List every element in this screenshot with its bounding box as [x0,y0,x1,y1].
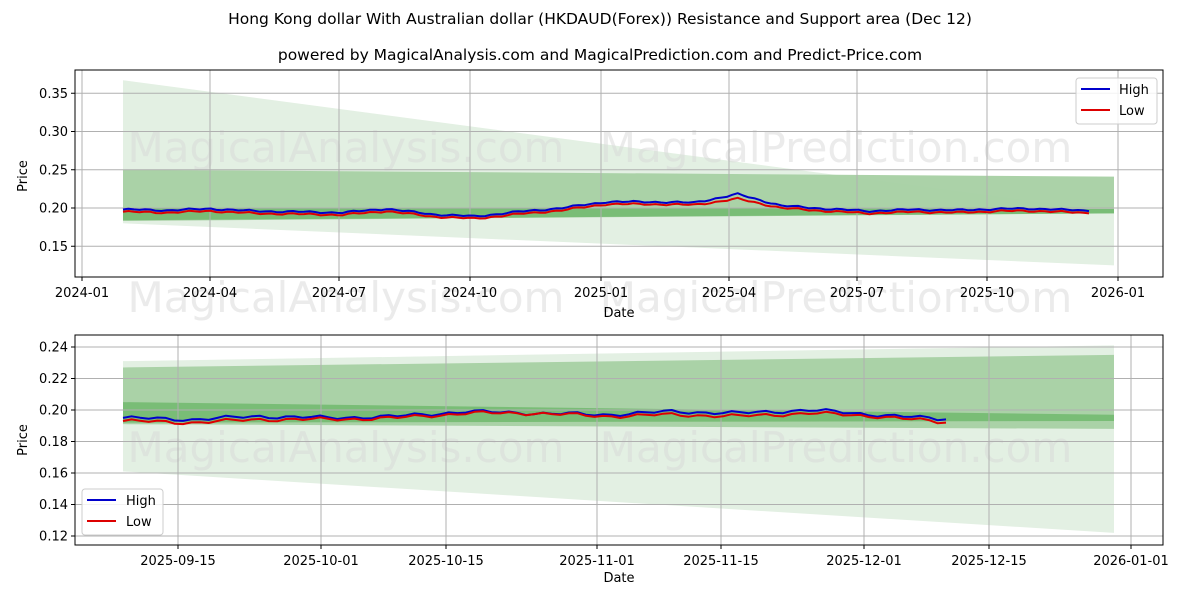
y-tick-label: 0.12 [39,530,68,545]
x-tick-label: 2025-12-01 [826,554,902,569]
x-tick-label: 2025-04 [702,286,756,301]
y-tick-label: 0.22 [39,372,68,387]
legend: High Low [81,488,164,536]
y-axis-label: Price [16,424,31,456]
y-tick-label: 0.20 [39,202,68,217]
svg-text:MagicalAnalysis.com: MagicalAnalysis.com [128,423,565,472]
y-axis-label: Price [16,160,31,192]
svg-text:MagicalPrediction.com: MagicalPrediction.com [600,423,1073,472]
x-tick-label: 2025-10 [960,286,1014,301]
price-lines [122,408,947,426]
x-tick-label: 2025-01 [574,286,628,301]
y-tick-label: 0.20 [39,404,68,419]
series-low-line [122,196,1090,220]
x-tick-label: 2024-01 [55,286,109,301]
svg-text:MagicalPrediction.com: MagicalPrediction.com [600,273,1073,322]
x-tick-label: 2026-01-01 [1093,554,1169,569]
series-high-line [122,192,1090,218]
legend: High Low [1075,77,1158,125]
x-tick-label: 2025-07 [830,286,884,301]
y-tick-label: 0.24 [39,341,68,356]
y-axis: 0.12 0.14 0.16 0.18 0.20 0.22 0.24 [39,341,75,545]
y-axis: 0.15 0.20 0.25 0.30 0.35 [39,87,75,255]
price-lines [122,192,1090,220]
x-tick-label: 2025-12-15 [951,554,1027,569]
legend-high-label: High [1119,83,1149,98]
legend-low-label: Low [126,515,152,530]
y-tick-label: 0.15 [39,240,68,255]
chart-title: Hong Kong dollar With Australian dollar … [228,10,972,28]
plot-frame [74,334,1164,546]
history-chart: MagicalAnalysis.com MagicalPrediction.co… [16,69,1164,322]
plot-frame [74,69,1164,278]
grid [75,335,1163,545]
x-axis: 2025-09-15 2025-10-01 2025-10-15 2025-11-01… [140,545,1169,569]
x-tick-label: 2025-10-15 [408,554,484,569]
x-tick-label: 2024-10 [443,286,497,301]
series-low-line [122,410,947,426]
y-tick-label: 0.25 [39,163,68,178]
x-tick-label: 2025-11-01 [559,554,635,569]
x-tick-label: 2026-01 [1091,286,1145,301]
x-tick-label: 2025-11-15 [683,554,759,569]
y-tick-label: 0.30 [39,125,68,140]
x-tick-label: 2024-07 [312,286,366,301]
y-tick-label: 0.18 [39,435,68,450]
y-tick-label: 0.14 [39,498,68,513]
x-tick-label: 2025-10-01 [283,554,359,569]
x-axis: 2024-01 2024-04 2024-07 2024-10 2025-01 2025-… [55,277,1145,301]
watermark: MagicalAnalysis.com MagicalPrediction.co… [128,423,1073,472]
x-tick-label: 2025-09-15 [140,554,216,569]
y-tick-label: 0.35 [39,87,68,102]
y-tick-label: 0.16 [39,467,68,482]
legend-low-label: Low [1119,104,1145,119]
svg-text:MagicalAnalysis.com: MagicalAnalysis.com [128,273,565,322]
x-axis-label: Date [603,571,634,586]
chart-subtitle: powered by MagicalAnalysis.com and Magic… [277,46,923,64]
x-tick-label: 2024-04 [183,286,237,301]
legend-high-label: High [126,494,156,509]
x-axis-label: Date [603,306,634,321]
grid [75,70,1163,277]
